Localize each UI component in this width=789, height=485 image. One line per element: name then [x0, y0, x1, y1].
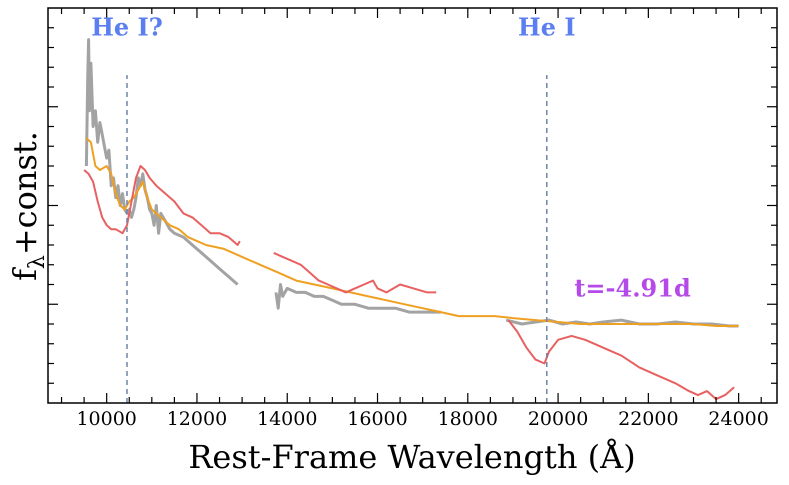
x-tick-label: 20000	[528, 408, 588, 430]
x-tick-label: 14000	[257, 408, 317, 430]
series-observed-segment-2	[274, 283, 441, 314]
annotation-3: t=-4.91d	[574, 273, 691, 302]
axis-ticks	[48, 8, 777, 403]
x-tick-labels: 10000 12000 14000 16000 18000 20000 22000 24000	[76, 408, 768, 430]
plot-area	[83, 38, 739, 403]
y-label-rest: +const.	[6, 131, 44, 255]
y-label-subscript: λ	[25, 255, 50, 269]
x-tick-label: 24000	[708, 408, 768, 430]
series-model-red-segment-1	[83, 165, 241, 246]
series-model-orange-segment-1	[85, 137, 739, 327]
annotation-1: He I?	[91, 13, 163, 42]
x-tick-label: 16000	[347, 408, 407, 430]
y-axis-label: fλ+const.	[6, 131, 50, 281]
y-label-main: f	[6, 267, 44, 281]
x-axis-label: Rest-Frame Wavelength (Å)	[188, 438, 635, 476]
annotations: He I? He I t=-4.91d	[91, 13, 691, 303]
annotation-2: He I	[518, 13, 576, 42]
series-model-red-segment-3	[507, 319, 735, 401]
x-tick-label: 18000	[438, 408, 498, 430]
series-model-red-segment-2	[273, 251, 437, 294]
x-tick-label: 10000	[76, 408, 136, 430]
x-tick-label: 12000	[167, 408, 227, 430]
series-observed-segment-1	[84, 38, 239, 286]
x-tick-label: 22000	[618, 408, 678, 430]
